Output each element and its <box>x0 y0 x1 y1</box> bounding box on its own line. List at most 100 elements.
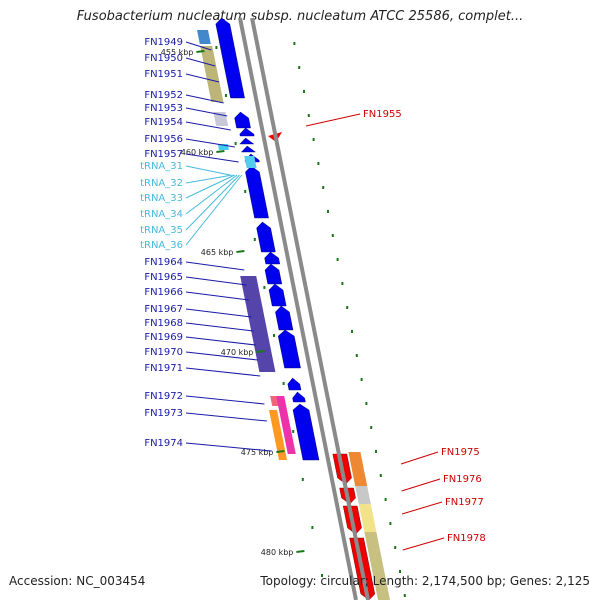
scale-dot <box>370 426 373 429</box>
feature-bar-7 <box>276 396 296 454</box>
scale-dot <box>389 522 392 525</box>
label-fn1967: FN1967 <box>144 304 183 315</box>
scale-dot <box>244 190 247 193</box>
label-fn1957: FN1957 <box>144 149 183 160</box>
leader-line <box>185 138 235 148</box>
label-fn1970: FN1970 <box>144 347 183 358</box>
scale-dot <box>307 114 310 117</box>
scale-dot <box>360 378 363 381</box>
leader-line <box>185 291 249 301</box>
leader-line <box>185 57 216 67</box>
scale-dot <box>379 474 382 477</box>
scale-dot <box>375 450 377 453</box>
leader-line <box>185 174 235 199</box>
label-fn1953: FN1953 <box>144 103 183 114</box>
feature-bar-9 <box>348 452 368 486</box>
genome-backbone <box>238 17 370 600</box>
scale-dot <box>403 594 406 597</box>
scale-dot <box>292 430 295 433</box>
feature-bar-1 <box>197 30 211 44</box>
scale-tick-label: 465 kbp <box>201 248 234 257</box>
scale-tick-label: 475 kbp <box>241 448 274 457</box>
scale-ticks: 455 kbp 460 kbp 465 kbp 470 kbp 475 kbp 480 k… <box>161 48 305 557</box>
leader-line <box>185 395 265 405</box>
label-fn1951: FN1951 <box>144 69 183 80</box>
leader-line <box>185 121 231 131</box>
label-fn1966: FN1966 <box>144 287 183 298</box>
scale-dot <box>293 42 296 45</box>
label-fn1952: FN1952 <box>144 90 183 101</box>
forward-gene-12 <box>277 329 301 369</box>
label-fn1972: FN1972 <box>144 391 183 402</box>
leader-line <box>185 442 272 452</box>
scale-dot <box>351 330 353 333</box>
label-fn1978: FN1978 <box>447 533 486 544</box>
leader-line <box>185 322 254 332</box>
scale-dot <box>346 306 349 309</box>
forward-gene-13 <box>287 377 302 391</box>
leader-line <box>185 351 258 361</box>
scale-dot <box>311 526 314 529</box>
scale-dot <box>355 354 358 357</box>
label-fn1973: FN1973 <box>144 408 183 419</box>
label-trna-32: tRNA_32 <box>140 178 183 189</box>
scale-dot <box>312 138 315 141</box>
feature-labels: FN1949 FN1950 FN1951 FN1952 FN1953 FN1954 FN19… <box>140 37 486 544</box>
forward-gene-8 <box>264 251 281 265</box>
scale-dot <box>263 286 266 289</box>
trna-cluster <box>244 156 257 168</box>
scale-dot <box>336 258 339 261</box>
feature-blocks <box>197 17 391 600</box>
label-fn1974: FN1974 <box>144 438 183 449</box>
label-fn1965: FN1965 <box>144 272 183 283</box>
forward-gene-10 <box>268 283 287 307</box>
label-fn1949: FN1949 <box>144 37 183 48</box>
label-trna-34: tRNA_34 <box>140 209 183 220</box>
forward-gene-9 <box>264 263 283 285</box>
label-fn1956: FN1956 <box>144 134 183 145</box>
scale-dot <box>399 570 401 573</box>
scale-dot <box>317 162 320 165</box>
label-fn1969: FN1969 <box>144 332 183 343</box>
scale-tick <box>276 450 285 453</box>
scale-tick-label: 460 kbp <box>181 148 214 157</box>
backbone-inner <box>238 17 358 600</box>
leader-line-right <box>402 537 445 551</box>
backbone-outer <box>250 17 370 600</box>
leader-line-right <box>305 113 361 127</box>
scale-dot <box>384 498 387 501</box>
scale-dot <box>234 142 237 145</box>
scale-dot <box>273 334 275 337</box>
forward-gene-1 <box>234 111 251 129</box>
leader-line <box>185 174 243 246</box>
scale-dot <box>322 186 325 189</box>
scale-dot <box>327 210 329 213</box>
scale-dot <box>365 402 368 405</box>
label-fn1977: FN1977 <box>445 497 484 508</box>
label-leaders <box>185 41 445 551</box>
label-trna-36: tRNA_36 <box>140 240 183 251</box>
label-fn1975: FN1975 <box>441 447 480 458</box>
forward-gene-4 <box>240 145 256 153</box>
accession-text: Accession: NC_003454 <box>9 574 146 588</box>
scale-tick-label: 470 kbp <box>221 348 254 357</box>
feature-bar-11 <box>358 504 377 532</box>
label-trna-35: tRNA_35 <box>140 225 183 236</box>
feature-bar-2 <box>200 46 224 102</box>
label-trna-31: tRNA_31 <box>140 161 183 172</box>
scale-tick <box>296 550 305 553</box>
scale-dot <box>225 94 227 97</box>
label-fn1964: FN1964 <box>144 257 183 268</box>
scale-dot <box>301 478 304 481</box>
scale-dot <box>303 90 305 93</box>
scale-tick <box>196 50 205 53</box>
forward-gene-2 <box>239 127 255 137</box>
leader-line <box>185 367 261 377</box>
leader-line <box>185 73 220 83</box>
scale-tick <box>256 350 265 353</box>
leader-line <box>185 107 228 117</box>
label-fn1954: FN1954 <box>144 117 183 128</box>
leader-line <box>185 308 252 318</box>
feature-bar-5 <box>240 276 276 372</box>
scale-dot <box>215 46 218 49</box>
